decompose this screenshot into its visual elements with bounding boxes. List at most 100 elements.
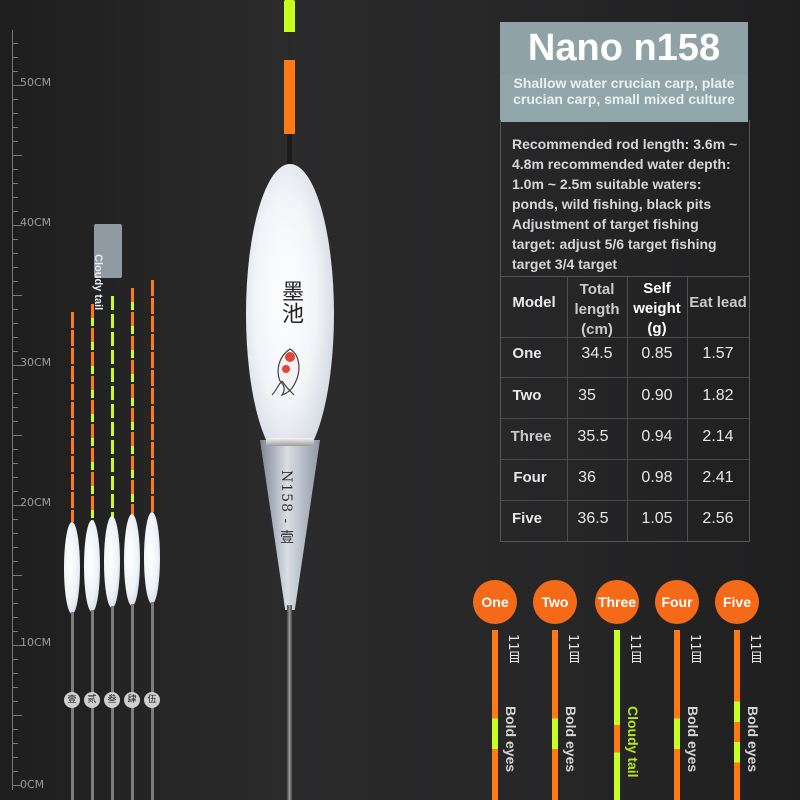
ruler-tick [12,715,22,716]
rod-note-label: Bold eyes [563,706,579,773]
spec-cell-weight: 0.90 [641,386,673,404]
big-float-tip-divider [287,32,292,60]
spec-cell-lead: 1.57 [702,344,734,362]
small-float-badge-5: 伍 [144,692,160,708]
rod-tip-bar [552,630,558,800]
ruler-tick [12,253,18,254]
koi-fish-icon [271,348,300,397]
rod-size-label: 11目 [565,634,580,664]
spec-row-2: Two 35 0.90 1.82 [501,375,749,416]
ruler-tick [12,617,18,618]
ruler-tick [12,771,18,772]
spec-header-length: Total length (cm) [574,281,620,338]
spec-cell-weight: 0.94 [641,427,673,445]
spec-cell-length: 36 [578,468,596,486]
spec-table: Model Total length (cm) Self weight (g) … [500,276,750,542]
spec-row-5: Five 36.5 1.05 2.56 [501,498,749,539]
cloudy-tail-tag: Cloudy tail [92,224,122,310]
small-float-3: 叁 [102,296,122,800]
ruler-tick [12,197,18,198]
spec-cell-weight: 1.05 [641,509,673,527]
big-float: 墨池 N158 - 壹 [240,0,340,800]
ruler-tick [12,281,18,282]
ruler-tick [12,211,18,212]
ruler-tick [12,337,18,338]
product-subtitle: Shallow water crucian carp, plate crucia… [500,74,748,122]
rod-size-label: 11目 [747,634,762,664]
big-float-tip-base [287,134,292,170]
ruler-tick [12,267,18,268]
rod-note-label: Bold eyes [685,706,701,773]
spec-table-row-divider-1 [501,337,749,338]
spec-cell-lead: 1.82 [702,386,734,404]
ruler-tick [12,141,18,142]
ruler-tick [12,309,18,310]
ruler-tick [12,729,18,730]
rod-label-badge: Two [533,580,577,624]
ruler-tick [12,519,18,520]
spec-cell-model: Two [512,386,542,404]
spec-row-4: Four 36 0.98 2.41 [501,457,749,498]
ruler-tick [12,43,18,44]
ruler-label-0: 0CM [20,778,45,791]
product-description: Recommended rod length: 3.6m ~ 4.8m reco… [500,120,750,284]
ruler-tick [12,505,22,506]
small-float-badge-2: 贰 [84,692,100,708]
ruler-label-50: 50CM [20,76,52,89]
ruler-tick [12,785,22,786]
ruler-tick [12,757,18,758]
big-float-body [246,164,334,464]
spec-header-lead: Eat lead [689,294,747,311]
spec-header-weight: Self weight (g) [633,280,681,337]
spec-cell-lead: 2.56 [702,509,734,527]
rod-label-badge: Five [715,580,759,624]
spec-cell-length: 35 [578,386,596,404]
ruler-tick [12,491,18,492]
rod-tip-bar [734,630,740,800]
rod-label-badge: One [473,580,517,624]
rod-four: Four 11目 Bold eyes [655,580,702,800]
measurement-ruler: 50CM 40CM 30CM 20CM 10CM 0CM [0,0,60,800]
rod-tip-bar [674,630,680,800]
rod-two: Two 11目 Bold eyes [533,580,580,800]
spec-table-col-divider-2 [627,277,628,541]
rod-five: Five 11目 Bold eyes [715,580,762,800]
ruler-tick [12,71,18,72]
ruler-tick [12,561,18,562]
small-float-badge-4: 肆 [124,692,140,708]
spec-table-row-divider-2 [501,377,749,378]
spec-cell-lead: 2.41 [702,468,734,486]
ruler-tick [12,99,18,100]
ruler-tick [12,589,18,590]
ruler-tick [12,85,22,86]
ruler-label-30: 30CM [20,356,52,369]
ruler-tick [12,393,18,394]
rod-tip-bar [614,630,620,800]
ruler-tick [12,631,18,632]
ruler-label-40: 40CM [20,216,52,229]
rod-size-label: 11目 [687,634,702,664]
ruler-tick [12,127,18,128]
ruler-tick [12,743,18,744]
ruler-tick [12,407,18,408]
ruler-label-10: 10CM [20,636,52,649]
spec-header-model: Model [512,294,556,311]
ruler-tick [12,645,22,646]
spec-cell-weight: 0.98 [641,468,673,486]
spec-table-col-divider-3 [687,277,688,541]
ruler-tick [12,183,18,184]
ruler-tick [12,351,18,352]
rod-size-label: 11目 [505,634,520,664]
ruler-tick [12,463,18,464]
small-float-4: 肆 [122,288,142,800]
ruler-tick [12,155,22,156]
spec-cell-model: Four [513,468,547,486]
ruler-tick [12,169,18,170]
ruler-label-20: 20CM [20,496,52,509]
ruler-tick [12,477,18,478]
spec-cell-length: 34.5 [581,344,613,362]
ruler-tick [12,365,22,366]
ruler-tick [12,239,18,240]
small-float-2: 贰 [82,304,102,800]
spec-cell-weight: 0.85 [641,344,673,362]
